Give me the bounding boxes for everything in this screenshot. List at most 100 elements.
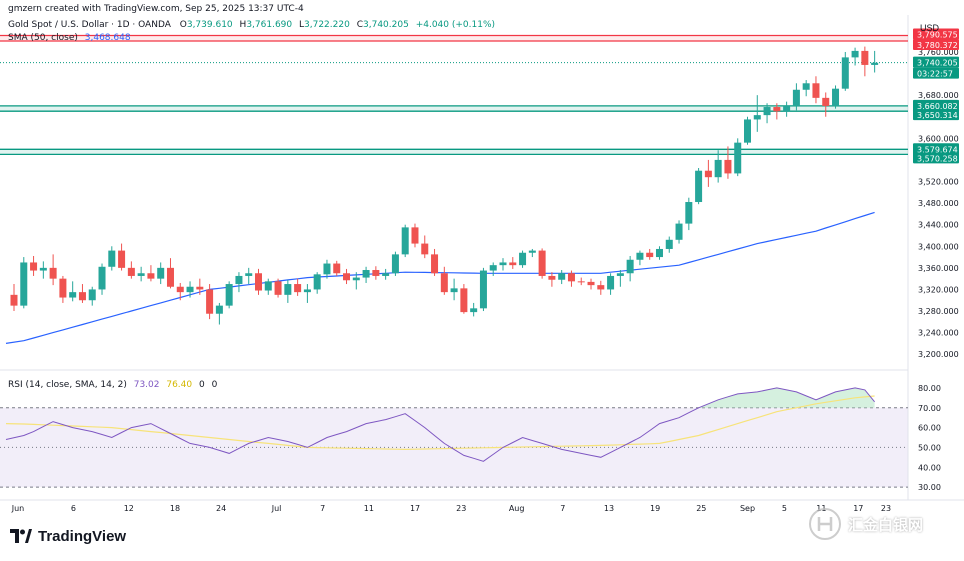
candle[interactable] bbox=[108, 246, 116, 271]
candle[interactable] bbox=[225, 281, 233, 309]
candle[interactable] bbox=[734, 138, 742, 177]
candle[interactable] bbox=[812, 76, 820, 104]
candle[interactable] bbox=[421, 235, 429, 259]
candle[interactable] bbox=[744, 116, 751, 145]
candle[interactable] bbox=[851, 47, 859, 66]
candle[interactable] bbox=[69, 281, 77, 302]
candle[interactable] bbox=[88, 286, 96, 306]
candle[interactable] bbox=[98, 263, 106, 295]
candles[interactable] bbox=[10, 46, 879, 325]
candle[interactable] bbox=[587, 278, 595, 290]
candle[interactable] bbox=[675, 220, 683, 244]
candle[interactable] bbox=[137, 266, 145, 282]
candle[interactable] bbox=[264, 278, 272, 295]
candle[interactable] bbox=[206, 284, 214, 320]
candle[interactable] bbox=[127, 261, 135, 279]
candle[interactable] bbox=[20, 257, 28, 309]
candle[interactable] bbox=[489, 262, 497, 276]
candle[interactable] bbox=[323, 259, 331, 279]
candle[interactable] bbox=[597, 280, 605, 295]
candle[interactable] bbox=[391, 251, 399, 276]
candle[interactable] bbox=[519, 250, 527, 268]
tradingview-logo[interactable]: TradingView bbox=[10, 526, 126, 546]
candle[interactable] bbox=[567, 270, 575, 287]
candle[interactable] bbox=[704, 159, 712, 187]
candle[interactable] bbox=[10, 284, 18, 312]
support-zone-lower[interactable] bbox=[0, 148, 908, 156]
resistance-zone[interactable] bbox=[0, 34, 908, 42]
candle[interactable] bbox=[39, 261, 47, 279]
candle[interactable] bbox=[382, 268, 390, 280]
candle[interactable] bbox=[78, 284, 86, 303]
rsi-axis[interactable]: 80.00 70.00 60.00 50.00 40.00 30.00 bbox=[918, 384, 941, 492]
candle[interactable] bbox=[841, 51, 849, 91]
candle[interactable] bbox=[616, 270, 624, 287]
candle[interactable] bbox=[479, 267, 487, 312]
candle[interactable] bbox=[196, 278, 204, 295]
candle[interactable] bbox=[176, 282, 184, 301]
candle[interactable] bbox=[509, 257, 517, 269]
candle[interactable] bbox=[607, 273, 615, 295]
candle[interactable] bbox=[245, 267, 253, 285]
symbol-line[interactable]: Gold Spot / U.S. Dollar · 1D · OANDA O3,… bbox=[8, 20, 495, 30]
candle[interactable] bbox=[548, 272, 556, 287]
candle[interactable] bbox=[215, 302, 223, 325]
candle[interactable] bbox=[431, 248, 439, 276]
price-axis[interactable]: 3,760.000 3,680.000 3,600.000 3,520.000 3,48… bbox=[918, 48, 959, 359]
candle[interactable] bbox=[822, 92, 830, 117]
candle[interactable] bbox=[558, 270, 566, 285]
candle[interactable] bbox=[861, 46, 869, 77]
candle[interactable] bbox=[695, 168, 703, 205]
sma-legend[interactable]: SMA (50, close) 3,468.648 bbox=[8, 33, 131, 43]
candle[interactable] bbox=[783, 101, 791, 117]
candle[interactable] bbox=[832, 85, 840, 109]
candle[interactable] bbox=[646, 248, 654, 260]
candle[interactable] bbox=[372, 266, 380, 280]
candle[interactable] bbox=[538, 248, 546, 279]
rsi-legend[interactable]: RSI (14, close, SMA, 14, 2) 73.02 76.40 … bbox=[8, 380, 217, 390]
candle[interactable] bbox=[499, 258, 507, 271]
candle[interactable] bbox=[665, 236, 673, 253]
rsi-label[interactable]: RSI (14, close, SMA, 14, 2) bbox=[8, 380, 127, 390]
candle[interactable] bbox=[49, 254, 57, 286]
candle[interactable] bbox=[30, 255, 38, 276]
candle[interactable] bbox=[528, 248, 536, 258]
candle[interactable] bbox=[460, 284, 468, 314]
candle[interactable] bbox=[313, 272, 321, 294]
candle[interactable] bbox=[186, 281, 194, 298]
candle[interactable] bbox=[440, 266, 448, 295]
candle[interactable] bbox=[450, 278, 458, 301]
rsi-sma-line[interactable] bbox=[5, 395, 875, 451]
candle[interactable] bbox=[724, 146, 732, 179]
support-zone-upper[interactable] bbox=[0, 105, 908, 112]
candle[interactable] bbox=[333, 260, 341, 276]
candle[interactable] bbox=[401, 224, 409, 258]
candle[interactable] bbox=[714, 150, 722, 183]
candle[interactable] bbox=[753, 95, 761, 132]
candle[interactable] bbox=[147, 265, 155, 282]
rsi-line[interactable] bbox=[5, 387, 875, 462]
symbol-title[interactable]: Gold Spot / U.S. Dollar · 1D · OANDA bbox=[8, 20, 171, 30]
sma-label[interactable]: SMA (50, close) bbox=[8, 33, 78, 43]
candle[interactable] bbox=[303, 284, 311, 303]
candle[interactable] bbox=[255, 268, 262, 295]
candle[interactable] bbox=[802, 80, 810, 97]
candle[interactable] bbox=[773, 103, 781, 120]
candle[interactable] bbox=[411, 223, 419, 248]
candle[interactable] bbox=[685, 197, 693, 231]
candle[interactable] bbox=[166, 258, 174, 289]
candle[interactable] bbox=[118, 243, 126, 271]
candle[interactable] bbox=[362, 266, 370, 283]
candle[interactable] bbox=[470, 302, 478, 317]
candle[interactable] bbox=[343, 268, 351, 285]
candle[interactable] bbox=[577, 277, 585, 286]
candle[interactable] bbox=[157, 262, 165, 285]
candle[interactable] bbox=[655, 246, 663, 260]
currency-label[interactable]: USD bbox=[920, 23, 940, 33]
candle[interactable] bbox=[792, 83, 800, 111]
candle[interactable] bbox=[763, 103, 771, 124]
candle[interactable] bbox=[636, 250, 644, 266]
candle[interactable] bbox=[59, 275, 67, 303]
